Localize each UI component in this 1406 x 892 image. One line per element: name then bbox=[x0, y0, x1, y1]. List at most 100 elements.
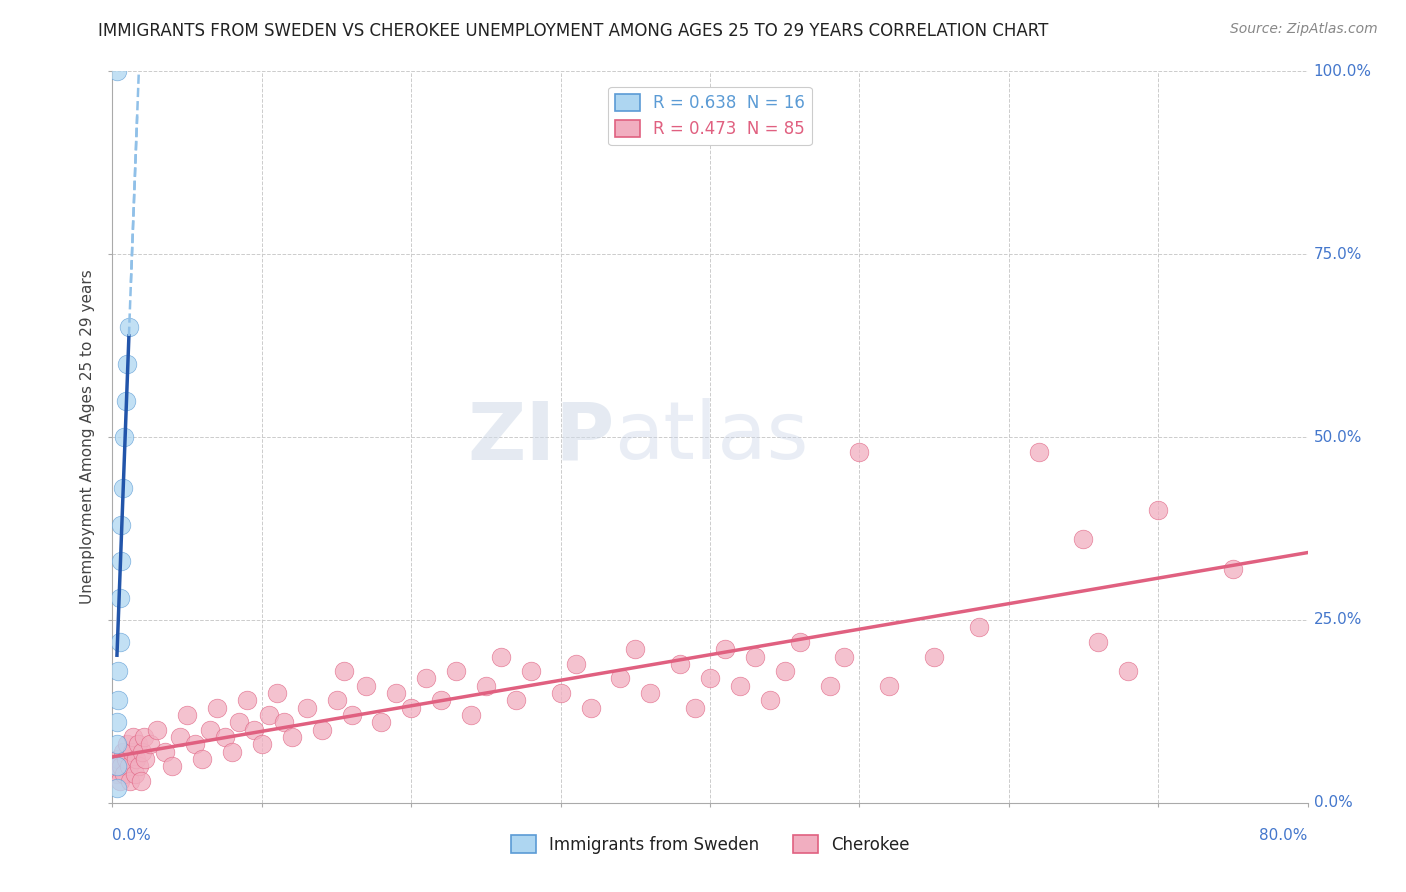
Text: IMMIGRANTS FROM SWEDEN VS CHEROKEE UNEMPLOYMENT AMONG AGES 25 TO 29 YEARS CORREL: IMMIGRANTS FROM SWEDEN VS CHEROKEE UNEMP… bbox=[98, 22, 1049, 40]
Point bbox=[108, 635, 131, 649]
Point bbox=[128, 759, 150, 773]
Point bbox=[333, 664, 356, 678]
Point bbox=[117, 737, 139, 751]
Point bbox=[311, 723, 333, 737]
Point bbox=[609, 672, 631, 686]
Text: 75.0%: 75.0% bbox=[1313, 247, 1362, 261]
Point bbox=[127, 737, 149, 751]
Text: atlas: atlas bbox=[614, 398, 808, 476]
Point bbox=[125, 752, 148, 766]
Point bbox=[295, 700, 318, 714]
Point bbox=[107, 693, 129, 707]
Point bbox=[415, 672, 437, 686]
Point bbox=[118, 320, 141, 334]
Point bbox=[818, 679, 841, 693]
Point bbox=[176, 708, 198, 723]
Point bbox=[129, 773, 152, 788]
Point bbox=[759, 693, 782, 707]
Point bbox=[325, 693, 347, 707]
Point bbox=[198, 723, 221, 737]
Point bbox=[773, 664, 796, 678]
Point bbox=[124, 766, 146, 780]
Point bbox=[134, 752, 156, 766]
Point bbox=[115, 393, 138, 408]
Point bbox=[967, 620, 990, 634]
Point bbox=[922, 649, 945, 664]
Point bbox=[505, 693, 527, 707]
Text: 100.0%: 100.0% bbox=[1313, 64, 1372, 78]
Point bbox=[205, 700, 228, 714]
Point bbox=[370, 715, 392, 730]
Point bbox=[183, 737, 205, 751]
Point bbox=[1147, 503, 1170, 517]
Point bbox=[105, 737, 128, 751]
Point bbox=[879, 679, 901, 693]
Point bbox=[146, 723, 169, 737]
Point bbox=[105, 781, 128, 796]
Point bbox=[122, 730, 145, 744]
Y-axis label: Unemployment Among Ages 25 to 29 years: Unemployment Among Ages 25 to 29 years bbox=[80, 269, 96, 605]
Point bbox=[132, 730, 155, 744]
Point bbox=[120, 773, 142, 788]
Point bbox=[266, 686, 288, 700]
Point bbox=[579, 700, 602, 714]
Point bbox=[221, 745, 243, 759]
Point bbox=[1073, 533, 1095, 547]
Point bbox=[281, 730, 304, 744]
Point bbox=[1028, 444, 1050, 458]
Point bbox=[259, 708, 281, 723]
Point bbox=[475, 679, 498, 693]
Point bbox=[105, 64, 128, 78]
Point bbox=[111, 481, 134, 495]
Text: 0.0%: 0.0% bbox=[1313, 796, 1353, 810]
Point bbox=[550, 686, 572, 700]
Point bbox=[114, 430, 135, 444]
Point bbox=[356, 679, 378, 693]
Point bbox=[117, 357, 139, 371]
Point bbox=[131, 745, 153, 759]
Point bbox=[105, 766, 128, 780]
Point bbox=[111, 745, 134, 759]
Point bbox=[624, 642, 647, 657]
Point bbox=[460, 708, 482, 723]
Text: 80.0%: 80.0% bbox=[1260, 828, 1308, 843]
Point bbox=[669, 657, 692, 671]
Point bbox=[108, 773, 131, 788]
Text: Source: ZipAtlas.com: Source: ZipAtlas.com bbox=[1230, 22, 1378, 37]
Point bbox=[105, 759, 128, 773]
Point bbox=[564, 657, 586, 671]
Point bbox=[273, 715, 295, 730]
Point bbox=[228, 715, 250, 730]
Point bbox=[110, 554, 132, 568]
Point bbox=[162, 759, 183, 773]
Point bbox=[714, 642, 737, 657]
Point bbox=[110, 759, 132, 773]
Point bbox=[108, 591, 131, 605]
Point bbox=[489, 649, 512, 664]
Point bbox=[104, 759, 127, 773]
Point bbox=[789, 635, 811, 649]
Point bbox=[385, 686, 408, 700]
Point bbox=[1118, 664, 1140, 678]
Point bbox=[115, 752, 138, 766]
Text: 25.0%: 25.0% bbox=[1313, 613, 1362, 627]
Point bbox=[110, 517, 132, 532]
Point bbox=[430, 693, 453, 707]
Point bbox=[1222, 562, 1244, 576]
Point bbox=[699, 672, 721, 686]
Point bbox=[139, 737, 162, 751]
Point bbox=[105, 715, 128, 730]
Text: 50.0%: 50.0% bbox=[1313, 430, 1362, 444]
Point bbox=[848, 444, 870, 458]
Point bbox=[153, 745, 176, 759]
Point bbox=[121, 745, 143, 759]
Legend: Immigrants from Sweden, Cherokee: Immigrants from Sweden, Cherokee bbox=[503, 829, 917, 860]
Text: ZIP: ZIP bbox=[467, 398, 614, 476]
Point bbox=[520, 664, 543, 678]
Point bbox=[169, 730, 191, 744]
Point bbox=[250, 737, 273, 751]
Point bbox=[728, 679, 751, 693]
Point bbox=[1087, 635, 1109, 649]
Point bbox=[107, 752, 129, 766]
Point bbox=[640, 686, 662, 700]
